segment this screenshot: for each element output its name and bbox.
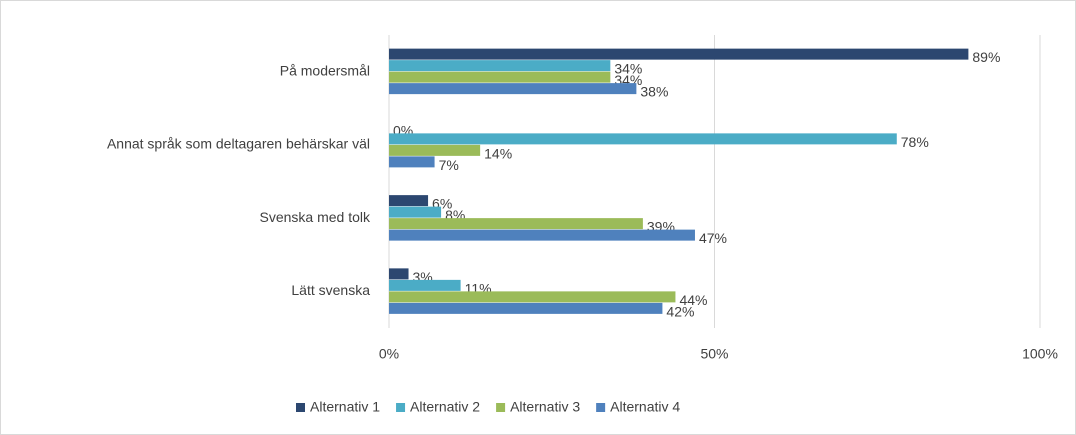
bar xyxy=(389,206,442,218)
y-tick-label: På modersmål xyxy=(280,62,370,78)
data-label: 38% xyxy=(640,84,668,100)
data-label: 44% xyxy=(679,292,707,308)
x-tick-label: 0% xyxy=(379,346,399,362)
legend-label: Alternativ 3 xyxy=(510,399,580,415)
bar xyxy=(389,48,969,60)
legend-swatch xyxy=(296,403,305,412)
legend-label: Alternativ 1 xyxy=(310,399,380,415)
data-label: 78% xyxy=(901,134,929,150)
bar xyxy=(389,195,429,207)
bar xyxy=(389,218,643,230)
y-tick-label: Svenska med tolk xyxy=(260,209,371,225)
data-label: 47% xyxy=(699,230,727,246)
data-label: 42% xyxy=(666,303,694,319)
bar xyxy=(389,291,676,303)
data-label: 89% xyxy=(972,49,1000,65)
legend-label: Alternativ 2 xyxy=(410,399,480,415)
x-tick-label: 50% xyxy=(700,346,728,362)
y-tick-label: Lätt svenska xyxy=(291,282,370,298)
legend-label: Alternativ 4 xyxy=(610,399,680,415)
bar xyxy=(389,83,637,95)
bar xyxy=(389,302,663,314)
data-label: 34% xyxy=(614,61,642,77)
bar xyxy=(389,279,461,291)
bar xyxy=(389,71,611,83)
bar xyxy=(389,144,481,156)
bar xyxy=(389,60,611,72)
legend-swatch xyxy=(396,403,406,412)
x-tick-label: 100% xyxy=(1022,346,1058,362)
y-tick-label: Annat språk som deltagaren behärskar väl xyxy=(107,136,370,152)
data-label: 7% xyxy=(439,157,459,173)
data-label: 14% xyxy=(484,145,512,161)
legend-swatch xyxy=(596,403,606,412)
legend-swatch xyxy=(496,403,506,412)
bar xyxy=(389,156,435,168)
bar xyxy=(389,229,695,241)
bar xyxy=(389,133,897,145)
bar xyxy=(389,268,409,280)
